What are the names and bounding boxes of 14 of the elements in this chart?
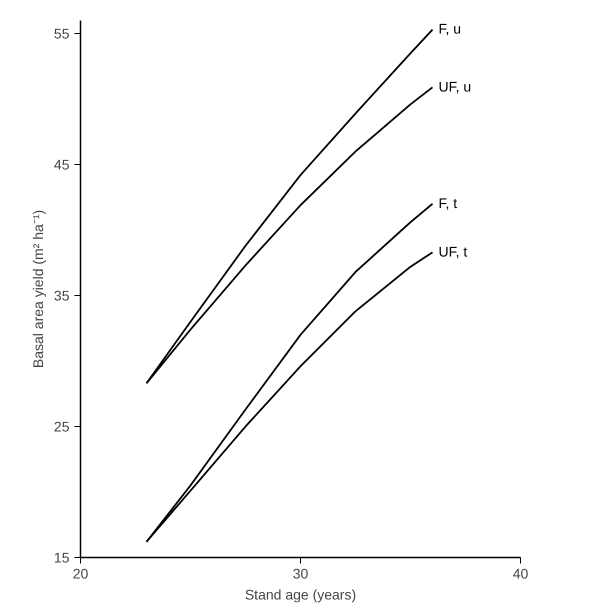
x-tick-label: 40 bbox=[512, 566, 528, 582]
x-tick-label: 30 bbox=[292, 566, 308, 582]
series-label: UF, u bbox=[438, 78, 472, 94]
series-label: UF, t bbox=[438, 243, 468, 260]
y-axis-title: Basal area yield (m² ha⁻¹) bbox=[30, 210, 46, 368]
y-tick-label: 35 bbox=[54, 288, 70, 304]
series-label: F, u bbox=[438, 20, 462, 37]
x-axis-title: Stand age (years) bbox=[244, 586, 356, 602]
y-tick-label: 55 bbox=[54, 26, 70, 42]
y-tick-label: 25 bbox=[54, 418, 70, 435]
x-tick-label: 20 bbox=[72, 566, 88, 582]
y-tick-label: 45 bbox=[54, 156, 70, 173]
series-label: F, t bbox=[438, 194, 458, 211]
y-tick-label: 15 bbox=[54, 550, 70, 566]
